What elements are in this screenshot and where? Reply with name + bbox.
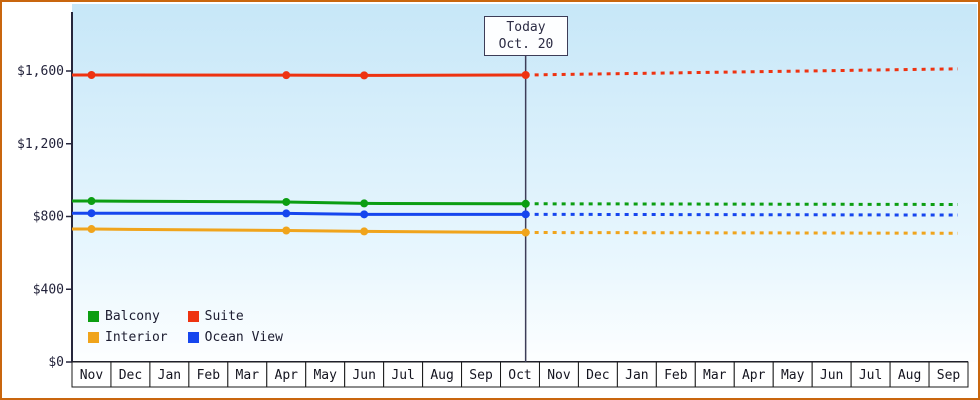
legend-item-ocean-view: Ocean View (187, 330, 283, 345)
legend-swatch-suite (187, 311, 199, 322)
series-marker-balcony (282, 197, 291, 206)
x-axis-month-label: Dec (119, 368, 142, 383)
series-marker-balcony (360, 199, 369, 208)
x-axis-month-cell (461, 361, 502, 388)
x-axis-month-label: Oct (508, 368, 531, 383)
series-marker-suite (360, 71, 369, 80)
series-marker-suite (87, 71, 96, 80)
series-marker-suite (282, 71, 291, 80)
series-line-ocean-view (72, 211, 526, 216)
series-marker-interior (87, 225, 96, 234)
y-axis-tick-label: $400 (33, 282, 64, 297)
series-forecast-suite (525, 67, 959, 77)
x-axis-month-label: Sep (469, 368, 493, 383)
x-axis-month-cell (577, 361, 618, 388)
series-marker-suite (521, 71, 530, 80)
x-axis-month-cell (383, 361, 424, 388)
x-axis-month-label: Nov (80, 368, 104, 383)
legend-label-interior: Interior (105, 330, 168, 345)
x-axis-month-label: Jul (859, 368, 882, 383)
x-axis-month-cell (616, 361, 657, 388)
y-axis-tick-label: $1,600 (17, 64, 64, 79)
series-marker-interior (360, 227, 369, 236)
today-label-line2: Oct. 20 (498, 37, 554, 52)
legend-item-suite: Suite (187, 309, 283, 324)
chart-legend: Balcony Interior Suite Ocean View (88, 309, 283, 345)
series-marker-ocean-view (360, 210, 369, 219)
legend-swatch-interior (88, 332, 99, 343)
x-axis-month-cell (538, 361, 579, 388)
series-marker-balcony (521, 199, 530, 208)
x-axis-month-cell (811, 361, 852, 388)
x-axis-month-cell (694, 361, 735, 388)
x-axis-month-label: May (781, 368, 805, 383)
x-axis-month-label: Mar (236, 368, 260, 383)
x-axis-month-label: Feb (664, 368, 688, 383)
series-forecast-interior (525, 231, 959, 235)
y-axis-tick-label: $1,200 (17, 137, 64, 152)
x-axis-month-label: Nov (547, 368, 571, 383)
series-marker-balcony (87, 197, 96, 206)
today-label-line1: Today (506, 20, 546, 35)
x-axis-month-label: Dec (586, 368, 609, 383)
x-axis-month-cell (305, 361, 346, 388)
x-axis-month-cell (344, 361, 385, 388)
legend-label-balcony: Balcony (105, 309, 160, 324)
series-marker-interior (282, 226, 291, 235)
x-axis-month-label: Apr (742, 368, 766, 383)
x-axis-month-cell (110, 361, 151, 388)
x-axis-month-cell (266, 361, 307, 388)
series-marker-interior (521, 228, 530, 237)
legend-label-suite: Suite (204, 309, 244, 324)
y-axis-tick-label: $800 (33, 210, 64, 225)
x-axis-month-label: Sep (937, 368, 961, 383)
legend-label-ocean-view: Ocean View (204, 330, 283, 345)
x-axis-month-label: Jan (625, 368, 648, 383)
x-axis-month-label: Jan (158, 368, 181, 383)
plot-area[interactable] (72, 4, 977, 362)
x-axis-month-cell (188, 361, 229, 388)
series-forecast-ocean-view (525, 212, 959, 217)
legend-swatch-balcony (88, 311, 99, 322)
x-axis-month-label: Jun (352, 368, 375, 383)
series-marker-ocean-view (521, 210, 530, 219)
series-forecast-balcony (525, 202, 959, 206)
x-axis-month-cell (733, 361, 774, 388)
legend-swatch-ocean-view (187, 332, 199, 343)
x-axis-month-label: Jul (391, 368, 414, 383)
x-axis-month-cell (772, 361, 813, 388)
series-marker-ocean-view (282, 209, 291, 218)
x-axis-month-label: Feb (197, 368, 221, 383)
x-axis-month-label: Aug (430, 368, 453, 383)
series-marker-ocean-view (87, 209, 96, 218)
x-axis-month-cell (422, 361, 463, 388)
x-axis-month-label: Jun (820, 368, 843, 383)
legend-item-balcony: Balcony (88, 309, 168, 324)
y-axis-tick-label: $0 (48, 355, 64, 370)
x-axis-month-cell (500, 361, 540, 388)
x-axis-month-label: May (313, 368, 337, 383)
x-axis-month-cell (928, 361, 969, 388)
x-axis-month-cell (149, 361, 190, 388)
legend-item-interior: Interior (88, 330, 168, 345)
x-axis-month-label: Apr (275, 368, 299, 383)
x-axis-month-label: Mar (703, 368, 727, 383)
today-label-box: Today Oct. 20 (484, 16, 568, 56)
x-axis-month-label: Aug (898, 368, 921, 383)
